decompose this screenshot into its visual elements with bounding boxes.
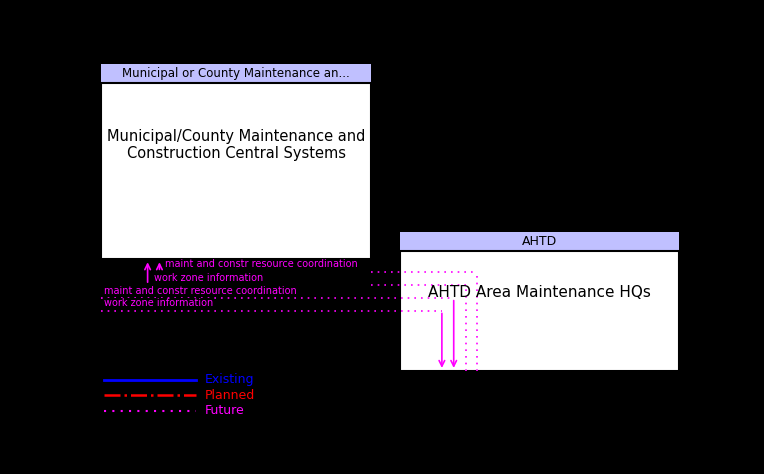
Text: Municipal/County Maintenance and
Construction Central Systems: Municipal/County Maintenance and Constru… [107,128,365,161]
Text: Existing: Existing [205,374,254,386]
Text: AHTD Area Maintenance HQs: AHTD Area Maintenance HQs [428,285,651,301]
Text: Municipal or County Maintenance an...: Municipal or County Maintenance an... [122,67,350,80]
Text: work zone information: work zone information [154,273,263,283]
Text: Future: Future [205,404,244,417]
Bar [102,64,371,83]
Text: maint and constr resource coordination: maint and constr resource coordination [105,285,297,296]
Bar [400,232,678,251]
Bar [102,64,371,259]
Bar [400,232,678,371]
Text: Planned: Planned [205,389,255,402]
Text: AHTD: AHTD [522,235,557,248]
Text: work zone information: work zone information [105,298,214,309]
Text: maint and constr resource coordination: maint and constr resource coordination [165,259,358,269]
